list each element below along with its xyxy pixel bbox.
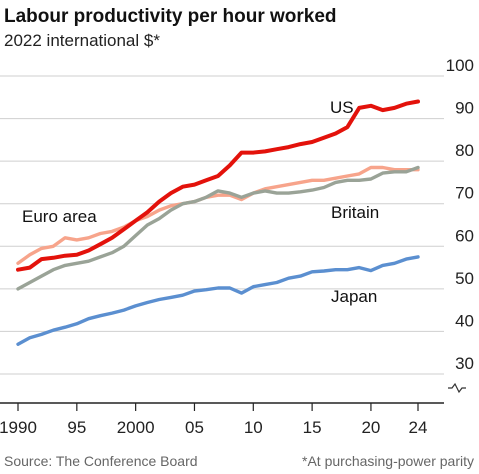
- x-tick-label-2015: 15: [303, 418, 322, 437]
- y-tick-label-50: 50: [455, 269, 474, 288]
- y-axis-break-icon: [448, 382, 466, 394]
- y-tick-label-40: 40: [455, 311, 474, 330]
- series-line-us: [16, 99, 420, 272]
- series-lines: [16, 99, 420, 346]
- series-line-japan: [16, 255, 420, 346]
- x-tick-label-2024: 24: [409, 418, 428, 437]
- series-line-euro-area: [16, 165, 420, 265]
- axis-break-mark: [448, 382, 466, 394]
- x-tick-label-2020: 20: [361, 418, 380, 437]
- chart-subtitle: 2022 international $*: [4, 31, 160, 50]
- y-tick-label-30: 30: [455, 354, 474, 373]
- x-tick-label-2010: 10: [244, 418, 263, 437]
- x-tick-label-1990: 1990: [0, 418, 37, 437]
- series-line-britain: [16, 165, 420, 291]
- x-tick-label-2000: 2000: [117, 418, 155, 437]
- y-tick-label-100: 100: [446, 56, 474, 75]
- source-note: Source: The Conference Board: [4, 453, 198, 469]
- series-label-britain: Britain: [331, 203, 379, 222]
- chart-title: Labour productivity per hour worked: [4, 6, 337, 27]
- series-label-euro-area: Euro area: [22, 207, 97, 226]
- series-label-us: US: [330, 98, 354, 117]
- x-axis: 1990 95 2000 05 10 15 20 24: [0, 402, 444, 437]
- series-label-japan: Japan: [331, 287, 377, 306]
- x-tick-label-1995: 95: [67, 418, 86, 437]
- y-tick-label-70: 70: [455, 184, 474, 203]
- y-tick-label-90: 90: [455, 99, 474, 118]
- x-tick-label-2005: 05: [185, 418, 204, 437]
- y-tick-label-60: 60: [455, 226, 474, 245]
- y-axis-ticks: 30 40 50 60 70 80 90 100: [446, 56, 474, 373]
- y-tick-label-80: 80: [455, 141, 474, 160]
- footnote: *At purchasing-power parity: [302, 453, 474, 469]
